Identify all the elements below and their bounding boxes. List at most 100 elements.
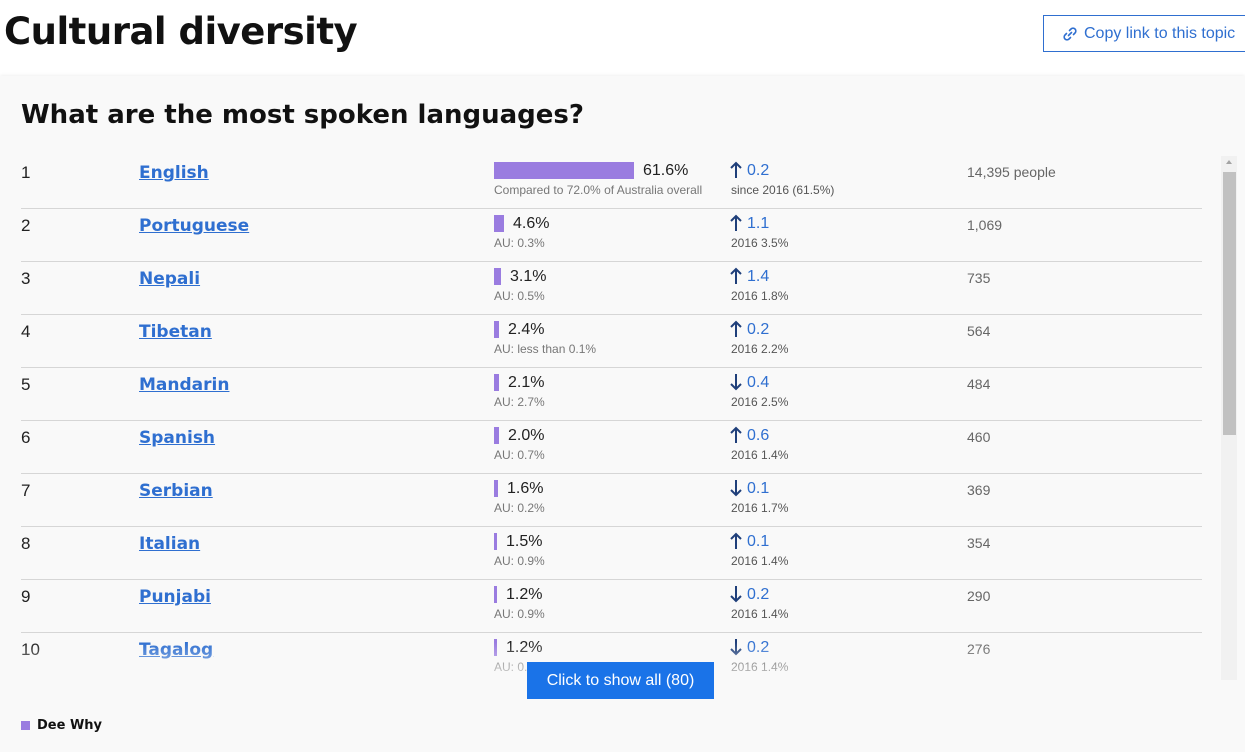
rank-cell: 8: [21, 534, 31, 553]
language-link[interactable]: Tibetan: [139, 322, 212, 342]
rank-cell: 1: [21, 163, 31, 182]
table-row: 9 Punjabi 1.2% AU: 0.9% 0.2 2016 1.4% 290: [21, 579, 1202, 633]
australia-comparison: AU: 0.3%: [494, 236, 545, 250]
table-row: 6 Spanish 2.0% AU: 0.7% 0.6 2016 1.4% 460: [21, 420, 1202, 474]
rank-cell: 5: [21, 375, 31, 394]
previous-census-value: 2016 3.5%: [731, 236, 789, 250]
change-value: 0.1: [747, 480, 770, 497]
percent-bar: [494, 215, 504, 232]
australia-comparison: AU: 2.7%: [494, 395, 545, 409]
arrow-down-icon: [730, 480, 742, 497]
table-row: 2 Portuguese 4.6% AU: 0.3% 1.1 2016 3.5% 1,069: [21, 208, 1202, 262]
people-count: 735: [967, 270, 991, 286]
change-value: 0.2: [747, 586, 770, 603]
people-count: 484: [967, 376, 991, 392]
change-value: 0.4: [747, 374, 770, 391]
previous-census-value: 2016 1.4%: [731, 554, 789, 568]
change-value: 0.6: [747, 427, 770, 444]
rank-cell: 7: [21, 481, 31, 500]
percent-value: 2.1%: [508, 374, 545, 391]
arrow-up-icon: [730, 267, 742, 284]
arrow-up-icon: [730, 532, 742, 549]
legend: Dee Why: [21, 718, 102, 733]
change-value: 0.2: [747, 162, 770, 179]
language-link[interactable]: Serbian: [139, 481, 213, 501]
percent-value: 2.4%: [508, 321, 545, 338]
table-row: 1 English 61.6% Compared to 72.0% of Austra…: [21, 155, 1202, 209]
previous-census-value: 2016 1.4%: [731, 448, 789, 462]
previous-census-value: 2016 2.5%: [731, 395, 789, 409]
language-link[interactable]: Portuguese: [139, 216, 250, 236]
percent-value: 2.0%: [508, 427, 545, 444]
arrow-up-icon: [730, 320, 742, 337]
percent-value: 3.1%: [510, 268, 547, 285]
percent-bar: [494, 321, 499, 338]
language-link[interactable]: Punjabi: [139, 587, 211, 607]
australia-comparison: AU: 0.7%: [494, 448, 545, 462]
percent-value: 1.5%: [506, 533, 543, 550]
australia-comparison: AU: 0.9%: [494, 554, 545, 568]
legend-swatch: [21, 721, 30, 730]
previous-census-value: since 2016 (61.5%): [731, 183, 835, 197]
percent-value: 61.6%: [643, 162, 689, 179]
previous-census-value: 2016 2.2%: [731, 342, 789, 356]
arrow-up-icon: [730, 214, 742, 231]
table-row: 7 Serbian 1.6% AU: 0.2% 0.1 2016 1.7% 369: [21, 473, 1202, 527]
languages-panel: What are the most spoken languages? 1 Eng…: [0, 76, 1245, 752]
people-count: 564: [967, 323, 991, 339]
table-row: 5 Mandarin 2.1% AU: 2.7% 0.4 2016 2.5% 484: [21, 367, 1202, 421]
previous-census-value: 2016 1.8%: [731, 289, 789, 303]
change-value: 0.1: [747, 533, 770, 550]
scrollbar-thumb[interactable]: [1223, 172, 1236, 435]
people-count: 369: [967, 482, 991, 498]
section-heading: What are the most spoken languages?: [21, 100, 584, 130]
australia-comparison: Compared to 72.0% of Australia overall: [494, 183, 703, 197]
previous-census-value: 2016 1.4%: [731, 607, 789, 621]
people-count: 290: [967, 588, 991, 604]
percent-bar: [494, 268, 501, 285]
legend-label: Dee Why: [37, 718, 103, 733]
change-value: 1.1: [747, 215, 770, 232]
copy-link-button[interactable]: Copy link to this topic: [1043, 15, 1245, 52]
language-link[interactable]: Italian: [139, 534, 201, 554]
people-count: 1,069: [967, 217, 1003, 233]
page-title: Cultural diversity: [4, 10, 358, 53]
link-icon: [1063, 26, 1077, 41]
copy-link-label: Copy link to this topic: [1084, 24, 1236, 42]
arrow-down-icon: [730, 586, 742, 603]
percent-bar: [494, 162, 634, 179]
percent-value: 1.6%: [507, 480, 544, 497]
australia-comparison: AU: 0.5%: [494, 289, 545, 303]
australia-comparison: AU: less than 0.1%: [494, 342, 597, 356]
rank-cell: 4: [21, 322, 31, 341]
change-value: 1.4: [747, 268, 770, 285]
arrow-down-icon: [730, 374, 742, 391]
language-link[interactable]: Nepali: [139, 269, 201, 289]
people-count: 354: [967, 535, 991, 551]
table-row: 8 Italian 1.5% AU: 0.9% 0.1 2016 1.4% 354: [21, 526, 1202, 580]
percent-bar: [494, 374, 499, 391]
language-link[interactable]: Mandarin: [139, 375, 230, 395]
table-row: 3 Nepali 3.1% AU: 0.5% 1.4 2016 1.8% 735: [21, 261, 1202, 315]
rank-cell: 3: [21, 269, 31, 288]
australia-comparison: AU: 0.9%: [494, 607, 545, 621]
language-link[interactable]: Spanish: [139, 428, 216, 448]
people-count: 460: [967, 429, 991, 445]
percent-bar: [494, 533, 497, 550]
previous-census-value: 2016 1.7%: [731, 501, 789, 515]
language-link[interactable]: English: [139, 163, 209, 183]
rank-cell: 2: [21, 216, 31, 235]
languages-table: 1 English 61.6% Compared to 72.0% of Austra…: [0, 155, 1220, 685]
people-count: 14,395 people: [967, 164, 1056, 180]
rank-cell: 6: [21, 428, 31, 447]
percent-bar: [494, 480, 498, 497]
percent-bar: [494, 586, 497, 603]
rank-cell: 9: [21, 587, 31, 606]
show-all-button[interactable]: Click to show all (80): [527, 662, 714, 699]
percent-value: 1.2%: [506, 586, 543, 603]
change-value: 0.2: [747, 321, 770, 338]
australia-comparison: AU: 0.2%: [494, 501, 545, 515]
table-row: 4 Tibetan 2.4% AU: less than 0.1% 0.2 2016 2.…: [21, 314, 1202, 368]
arrow-up-icon: [730, 161, 742, 178]
scroll-up-arrow-icon[interactable]: [1226, 160, 1232, 164]
